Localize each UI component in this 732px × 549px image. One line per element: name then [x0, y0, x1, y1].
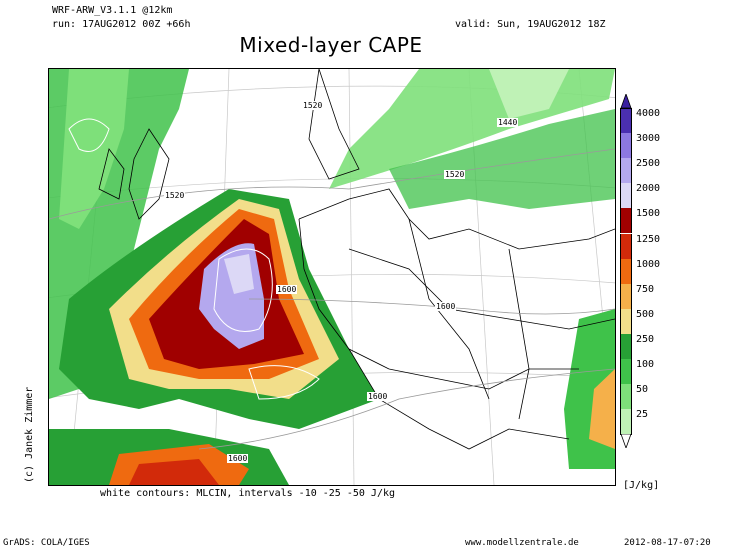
website-label: www.modellzentrale.de: [465, 538, 579, 548]
legend-unit: [J/kg]: [623, 480, 660, 491]
contour-label-1600-center: 1600: [276, 285, 298, 294]
grads-label: GrADS: COLA/IGES: [3, 538, 90, 548]
mlcin-note: white contours: MLCIN, intervals -10 -25…: [100, 488, 396, 499]
model-label: WRF-ARW_V3.1.1 @12km: [52, 5, 173, 16]
legend-tick-label: 500: [636, 308, 655, 320]
legend-swatch: [620, 233, 632, 259]
legend-bottom-arrow: [620, 434, 632, 448]
legend-tick-label: 1000: [636, 258, 661, 270]
contour-label-1600-east: 1600: [435, 302, 457, 311]
legend-tick-label: 25: [636, 409, 649, 421]
geopotential-contours: [49, 148, 615, 450]
legend-swatch: [620, 158, 632, 184]
map-title: Mixed-layer CAPE: [239, 33, 423, 57]
legend-swatch: [620, 183, 632, 209]
contour-label-1520-west: 1520: [164, 191, 186, 200]
legend-swatch: [620, 283, 632, 309]
legend-swatch: [620, 108, 632, 135]
legend-swatch: [620, 258, 632, 284]
valid-label: valid: Sun, 19AUG2012 18Z: [455, 19, 606, 30]
legend-tick-label: 2000: [636, 183, 661, 195]
legend-tick-label: 1500: [636, 208, 661, 220]
author-credit: (c) Janek Zimmer: [24, 386, 35, 483]
cape-map: 1520 1440 1520 1520 1600 1600 1600 1600: [48, 68, 616, 486]
timestamp-label: 2012-08-17-07:20: [624, 538, 711, 548]
legend-swatch: [620, 384, 632, 410]
contour-label-1440: 1440: [497, 118, 519, 127]
run-label: run: 17AUG2012 00Z +66h: [52, 19, 191, 30]
contour-label-1520-east: 1520: [444, 170, 466, 179]
legend-tick-label: 100: [636, 359, 655, 370]
legend-swatch: [620, 333, 632, 359]
legend-tick-label: 4000: [636, 108, 661, 119]
legend-tick-label: 1250: [636, 233, 661, 245]
legend-swatch: [620, 133, 632, 159]
mlcin-contours: [68, 118, 320, 400]
contour-label-1520-north: 1520: [302, 101, 324, 110]
contour-label-1600-south: 1600: [367, 392, 389, 401]
legend-tick-label: 250: [636, 333, 655, 345]
legend-tick-label: 50: [636, 384, 649, 396]
legend-tick-label: 750: [636, 283, 655, 295]
legend-tick-label: 2500: [636, 158, 661, 170]
legend-swatch: [620, 208, 632, 234]
map-canvas: [49, 69, 615, 485]
legend-swatch: [620, 359, 632, 385]
legend-top-arrow: [620, 94, 632, 108]
contour-label-1600-iberia: 1600: [227, 454, 249, 463]
legend-swatch: [620, 308, 632, 334]
legend-tick-label: 3000: [636, 133, 661, 145]
country-borders: [98, 69, 615, 450]
legend-swatch: [620, 409, 632, 435]
